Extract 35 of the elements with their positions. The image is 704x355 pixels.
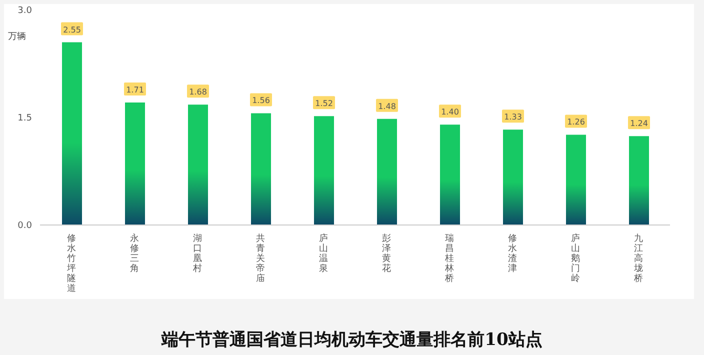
- data-label: 1.71: [126, 85, 144, 94]
- x-tick-label: 九江高垅桥: [633, 233, 643, 284]
- bar: [314, 116, 334, 225]
- x-tick-label: 瑞昌桂林桥: [444, 233, 454, 284]
- x-tick-label: 湖口凰村: [192, 233, 202, 274]
- data-label: 1.68: [189, 88, 207, 97]
- data-label: 1.33: [504, 112, 522, 122]
- x-tick-label: 庐山鹅门岭: [571, 233, 580, 284]
- data-label: 1.52: [315, 99, 333, 108]
- y-axis-title: 万辆: [8, 30, 26, 43]
- data-label: 1.56: [252, 96, 270, 106]
- x-tick-label: 彭泽黄花: [382, 233, 391, 274]
- bar: [125, 102, 145, 225]
- bar: [629, 136, 649, 225]
- bar: [440, 124, 460, 225]
- data-label: 1.40: [441, 108, 459, 117]
- data-label: 1.48: [378, 102, 396, 111]
- bar: [377, 118, 397, 225]
- bar: [503, 130, 523, 225]
- y-tick-label: 0.0: [18, 221, 32, 232]
- data-label: 1.26: [567, 118, 585, 127]
- bar: [566, 134, 586, 225]
- x-tick-label: 修水渣津: [508, 233, 517, 274]
- text: 端午节普通国省道日均机动车交通量排名前10站点: [160, 329, 544, 351]
- data-label: 2.55: [63, 25, 81, 34]
- x-tick-label: 永修三角: [130, 233, 139, 274]
- x-tick-label: 庐山温泉: [319, 233, 328, 274]
- x-tick-label: 共青关帝庙: [256, 233, 265, 284]
- data-label: 1.24: [630, 119, 648, 128]
- y-tick-label: 1.5: [18, 114, 32, 124]
- x-tick-label: 修水竹坪隧道: [66, 233, 76, 294]
- bar: [251, 113, 271, 225]
- bar: [62, 42, 82, 225]
- bar: [188, 104, 208, 225]
- y-tick-label: 3.0: [18, 6, 32, 16]
